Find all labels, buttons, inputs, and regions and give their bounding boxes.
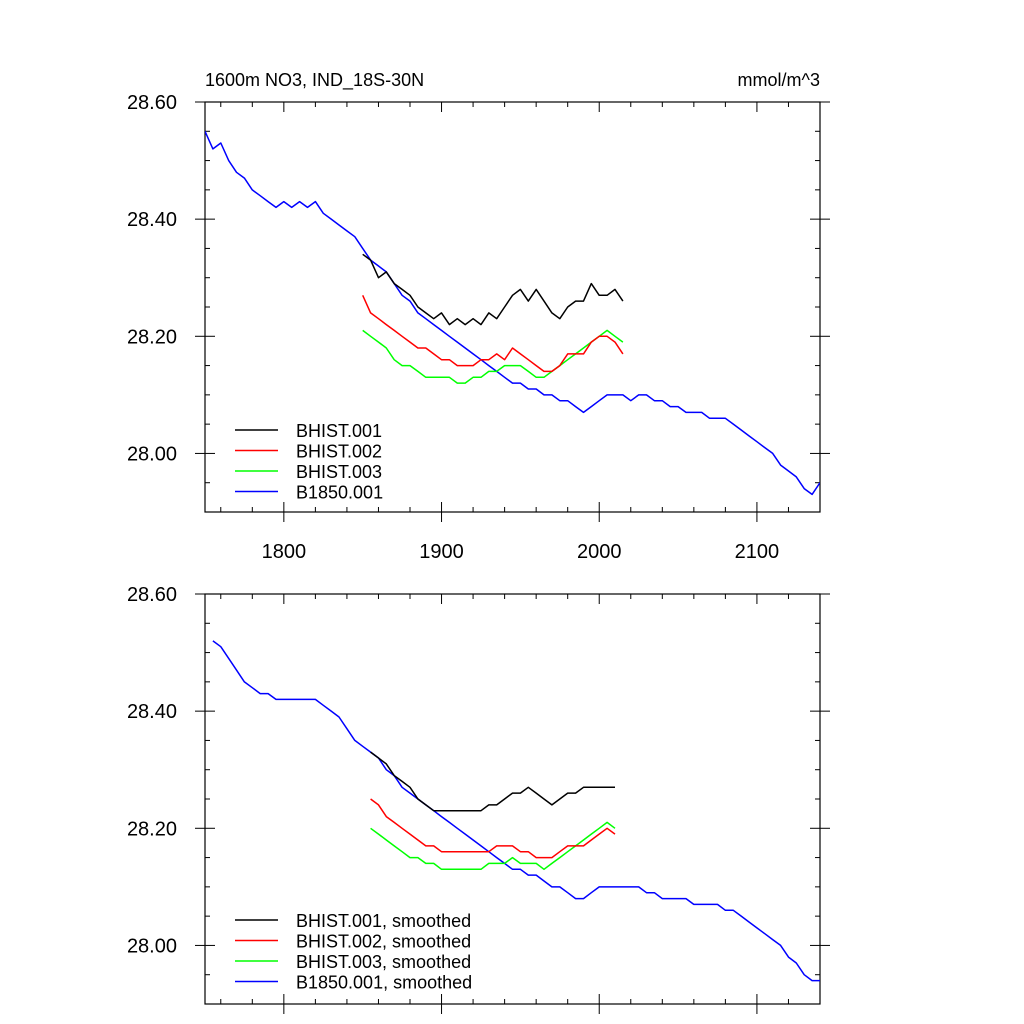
legend-label: BHIST.003 — [296, 462, 382, 482]
legend-label: BHIST.002 — [296, 442, 382, 462]
y-tick-label: 28.40 — [127, 701, 177, 723]
series-group — [205, 130, 820, 496]
series-line — [362, 253, 624, 326]
legend-label: B1850.001, smoothed — [296, 973, 472, 993]
x-tick-label: 1900 — [419, 541, 464, 563]
x-tick-label: 2000 — [577, 541, 622, 563]
y-tick-label: 28.60 — [127, 92, 177, 114]
series-line — [370, 821, 616, 871]
y-tick-label: 28.20 — [127, 818, 177, 840]
series-line — [370, 751, 615, 812]
series-line — [362, 294, 624, 373]
series-group — [212, 640, 820, 982]
y-tick-label: 28.60 — [127, 584, 177, 606]
x-tick-label: 2100 — [735, 541, 780, 563]
series-line — [370, 798, 616, 859]
units-label: mmol/m^3 — [738, 70, 820, 90]
legend-label: BHIST.002, smoothed — [296, 932, 471, 952]
legend-label: B1850.001 — [296, 483, 383, 503]
chart-title: 1600m NO3, IND_18S-30N — [205, 70, 424, 91]
series-line — [205, 130, 820, 496]
x-tick-label: 1800 — [262, 541, 307, 563]
legend-label: BHIST.001 — [296, 421, 382, 441]
y-tick-label: 28.40 — [127, 209, 177, 231]
series-line — [362, 329, 624, 384]
legend-label: BHIST.001, smoothed — [296, 911, 471, 931]
raw-timeseries-panel: 28.00 28.20 28.40 28.60 1800 1900 2000 2100 BHIS… — [127, 92, 830, 563]
series-line — [212, 640, 820, 982]
y-tick-label: 28.20 — [127, 326, 177, 348]
y-tick-label: 28.00 — [127, 443, 177, 465]
legend-label: BHIST.003, smoothed — [296, 952, 471, 972]
y-tick-label: 28.00 — [127, 935, 177, 957]
